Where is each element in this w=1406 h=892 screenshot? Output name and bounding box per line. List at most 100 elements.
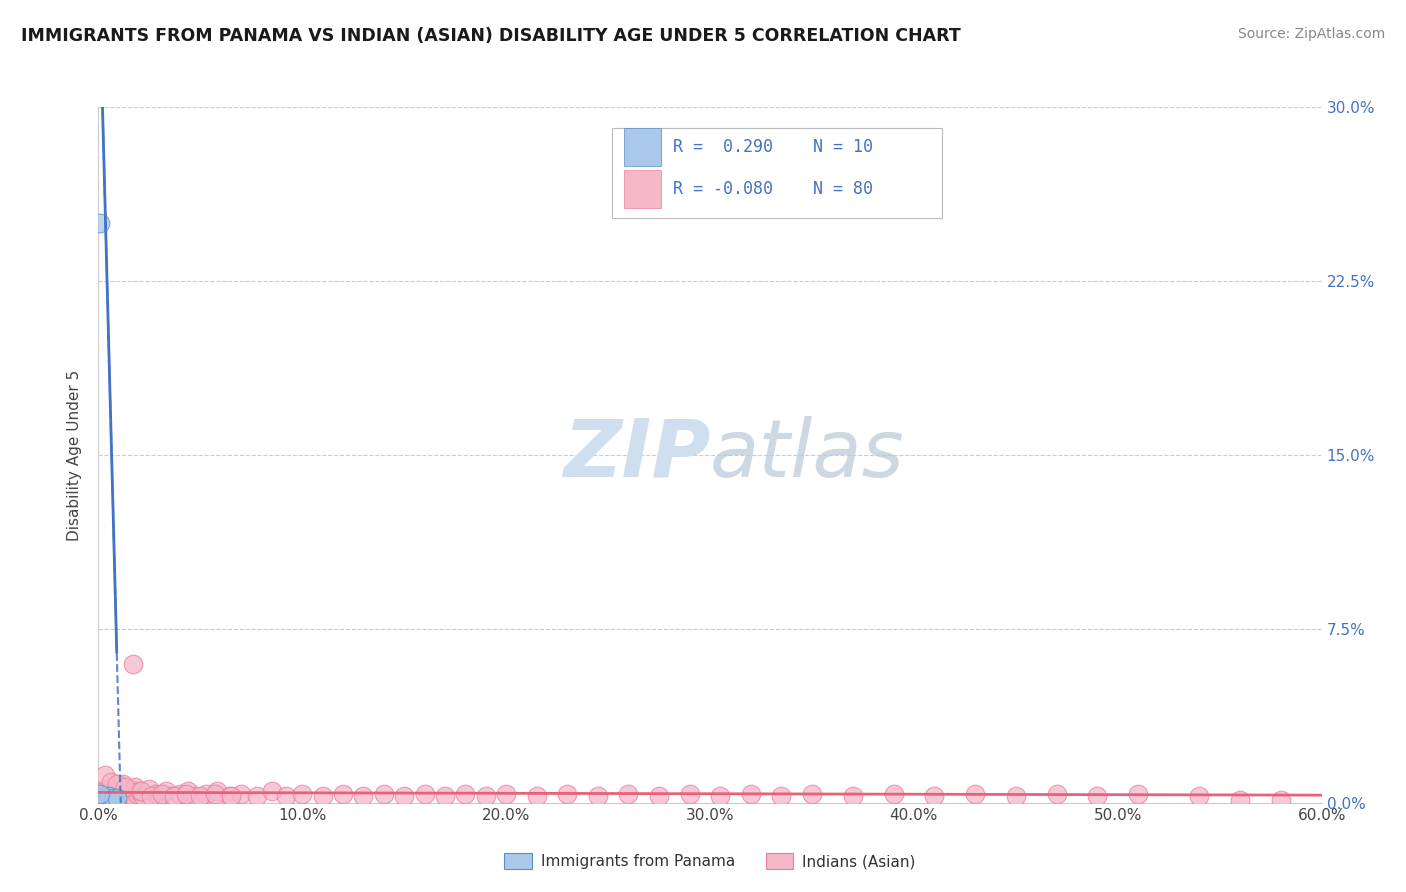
Point — [218, 789, 240, 803]
Point — [127, 787, 149, 801]
Point — [169, 787, 191, 801]
Point — [883, 787, 905, 801]
Point — [91, 791, 114, 805]
Point — [1045, 787, 1069, 801]
Point — [132, 789, 155, 803]
Point — [174, 787, 197, 801]
Point — [155, 784, 177, 798]
Point — [204, 787, 226, 801]
Point — [128, 784, 150, 798]
Text: IMMIGRANTS FROM PANAMA VS INDIAN (ASIAN) DISABILITY AGE UNDER 5 CORRELATION CHAR: IMMIGRANTS FROM PANAMA VS INDIAN (ASIAN)… — [21, 27, 960, 45]
Point — [922, 789, 945, 803]
Point — [454, 787, 477, 801]
Point — [141, 789, 163, 803]
Point — [93, 787, 115, 801]
Point — [291, 787, 314, 801]
Point — [115, 784, 138, 798]
Point — [93, 768, 115, 782]
FancyBboxPatch shape — [612, 128, 942, 219]
Point — [149, 789, 172, 803]
Point — [93, 791, 115, 805]
Point — [841, 789, 863, 803]
Point — [1270, 793, 1292, 807]
Point — [105, 789, 128, 803]
Legend: Immigrants from Panama, Indians (Asian): Immigrants from Panama, Indians (Asian) — [498, 847, 922, 875]
Point — [145, 787, 167, 801]
Point — [186, 789, 208, 803]
Point — [150, 787, 173, 801]
Point — [205, 784, 228, 798]
Point — [648, 789, 671, 803]
Point — [801, 787, 824, 801]
Point — [1004, 789, 1026, 803]
Point — [101, 787, 124, 801]
Point — [195, 787, 218, 801]
Text: Source: ZipAtlas.com: Source: ZipAtlas.com — [1237, 27, 1385, 41]
Point — [557, 787, 579, 801]
Point — [93, 789, 115, 803]
Point — [138, 781, 160, 796]
Point — [96, 791, 118, 805]
Text: R =  0.290    N = 10: R = 0.290 N = 10 — [673, 138, 873, 156]
Point — [1188, 789, 1211, 803]
Point — [188, 789, 212, 803]
Point — [332, 787, 354, 801]
Point — [617, 787, 640, 801]
Point — [231, 787, 253, 801]
Point — [1128, 787, 1150, 801]
Point — [108, 781, 131, 796]
Point — [124, 780, 146, 794]
Point — [770, 789, 793, 803]
Point — [1085, 789, 1108, 803]
Point — [97, 789, 120, 803]
Point — [246, 789, 269, 803]
Point — [114, 780, 136, 794]
Point — [474, 789, 498, 803]
Point — [709, 789, 731, 803]
Point — [114, 789, 136, 803]
Point — [89, 787, 111, 801]
Point — [312, 789, 335, 803]
Point — [89, 216, 111, 230]
Point — [219, 789, 242, 803]
Point — [163, 789, 186, 803]
Point — [434, 789, 457, 803]
Point — [274, 789, 297, 803]
Point — [100, 775, 122, 789]
Point — [110, 787, 132, 801]
Point — [90, 791, 112, 805]
Point — [392, 789, 416, 803]
Point — [1229, 793, 1251, 807]
Point — [679, 787, 702, 801]
Point — [526, 789, 548, 803]
Point — [91, 784, 114, 798]
Point — [495, 787, 517, 801]
Point — [101, 791, 124, 805]
Point — [177, 784, 200, 798]
FancyBboxPatch shape — [624, 169, 661, 208]
Text: ZIP: ZIP — [562, 416, 710, 494]
Text: R = -0.080    N = 80: R = -0.080 N = 80 — [673, 180, 873, 198]
Y-axis label: Disability Age Under 5: Disability Age Under 5 — [67, 369, 83, 541]
Point — [740, 787, 762, 801]
Point — [373, 787, 395, 801]
Point — [122, 657, 145, 671]
Point — [260, 784, 283, 798]
Point — [122, 789, 145, 803]
Point — [96, 781, 118, 796]
Point — [129, 784, 152, 798]
Point — [118, 787, 141, 801]
FancyBboxPatch shape — [624, 128, 661, 166]
Point — [100, 780, 122, 794]
Point — [105, 791, 128, 805]
Point — [104, 784, 127, 798]
Point — [586, 789, 609, 803]
Text: atlas: atlas — [710, 416, 905, 494]
Point — [111, 777, 134, 791]
Point — [965, 787, 987, 801]
Point — [105, 777, 128, 791]
Point — [97, 789, 120, 803]
Point — [120, 781, 142, 796]
Point — [160, 789, 183, 803]
Point — [413, 787, 436, 801]
